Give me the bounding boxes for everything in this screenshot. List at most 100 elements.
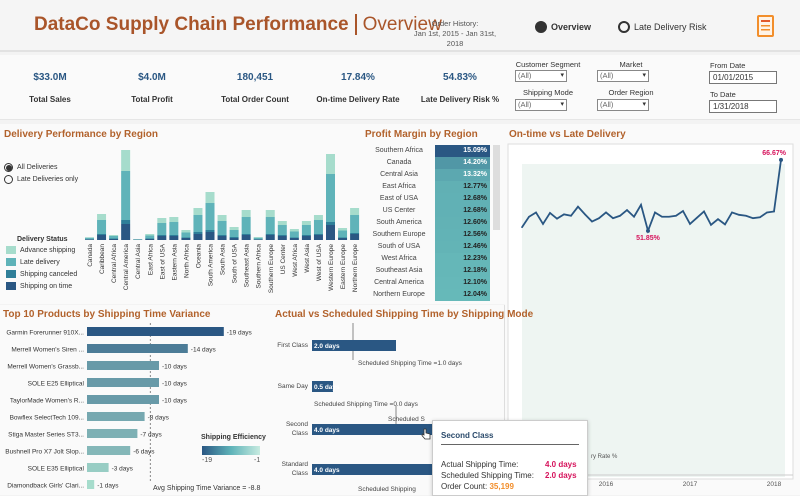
nav-overview[interactable]: Overview bbox=[535, 21, 591, 33]
bar-segment bbox=[145, 239, 154, 240]
from-date-input[interactable]: 01/01/2015 bbox=[709, 71, 777, 84]
bar-segment bbox=[254, 240, 263, 241]
kpi-ontime-rate: 17.84%On-time Delivery Rate bbox=[308, 72, 408, 104]
shipping-mode-select[interactable]: (All)▾ bbox=[515, 99, 567, 111]
region-tick-label: East Africa bbox=[147, 244, 154, 275]
bar-segment bbox=[326, 225, 335, 240]
profit-panel-title: Profit Margin by Region bbox=[365, 129, 478, 140]
data-point bbox=[556, 218, 558, 220]
bar-segment bbox=[218, 215, 227, 221]
bar-segment bbox=[109, 239, 118, 240]
title-text: DataCo Supply Chain Performance bbox=[34, 14, 349, 35]
x-tick-label: 2017 bbox=[683, 481, 698, 488]
customer-segment-select[interactable]: (All)▾ bbox=[515, 70, 567, 82]
mode-label: Same Day bbox=[278, 383, 309, 390]
variance-label: -7 days bbox=[140, 432, 162, 439]
region-tick-label: Central America bbox=[123, 244, 130, 291]
data-point bbox=[612, 217, 614, 219]
data-point bbox=[766, 212, 768, 214]
region-tick-label: Central Africa bbox=[111, 244, 118, 283]
kpi-label: On-time Delivery Rate bbox=[308, 95, 408, 104]
pdf-export-icon[interactable] bbox=[757, 15, 774, 37]
data-point bbox=[738, 214, 740, 216]
market-select[interactable]: (All)▾ bbox=[597, 70, 649, 82]
mode-label: First Class bbox=[277, 342, 308, 349]
kpi-label: Total Order Count bbox=[205, 95, 305, 104]
bar-segment bbox=[230, 238, 239, 240]
data-point bbox=[549, 212, 551, 214]
bar-segment bbox=[169, 217, 178, 222]
bar-segment bbox=[242, 217, 251, 234]
bar-segment bbox=[350, 233, 359, 234]
region-tick-label: Southern Africa bbox=[256, 244, 263, 289]
product-label: Merrell Women's Grassb... bbox=[7, 364, 84, 371]
data-point bbox=[528, 216, 530, 218]
variance-bar bbox=[87, 463, 109, 472]
bar-segment bbox=[314, 235, 323, 240]
region-name: East of USA bbox=[366, 193, 432, 205]
chevron-down-icon: ▾ bbox=[642, 100, 646, 110]
data-point bbox=[584, 214, 586, 216]
data-point bbox=[668, 216, 670, 218]
product-label: Merrell Women's Siren ... bbox=[11, 347, 84, 354]
to-date-label: To Date bbox=[710, 90, 736, 99]
profit-margin-cell: 12.18% bbox=[435, 265, 490, 277]
scrollbar[interactable] bbox=[493, 145, 500, 230]
region-tick-label: West of USA bbox=[316, 243, 323, 281]
to-date-input[interactable]: 1/31/2018 bbox=[709, 100, 777, 113]
bar-segment bbox=[326, 174, 335, 222]
nav-late-delivery-risk[interactable]: Late Delivery Risk bbox=[618, 21, 707, 33]
bar-segment bbox=[206, 192, 215, 203]
order-region-select[interactable]: (All) ▾ bbox=[597, 99, 649, 111]
region-tick-label: South America bbox=[208, 244, 215, 287]
product-label: Stiga Master Series ST3... bbox=[8, 432, 84, 439]
bar-segment bbox=[157, 235, 166, 236]
bar-segment bbox=[218, 236, 227, 240]
x-tick-label: 2016 bbox=[599, 481, 614, 488]
kpi-label: Total Profit bbox=[102, 95, 202, 104]
tooltip-value: 4.0 days bbox=[545, 460, 577, 469]
bar-segment bbox=[181, 233, 190, 238]
profit-margin-cell: 14.20% bbox=[435, 157, 490, 169]
bar-segment bbox=[230, 230, 239, 237]
profit-margin-cell: 12.68% bbox=[435, 193, 490, 205]
bar-segment bbox=[350, 208, 359, 215]
region-name: US Center bbox=[366, 205, 432, 217]
kpi-label: Total Sales bbox=[0, 95, 100, 104]
max-point bbox=[779, 158, 783, 162]
bar-segment bbox=[169, 222, 178, 235]
kpi-value: $33.0M bbox=[0, 72, 100, 83]
variance-bar bbox=[87, 412, 145, 421]
variance-bar bbox=[87, 344, 188, 353]
region-name: South America bbox=[366, 217, 432, 229]
data-point bbox=[654, 212, 656, 214]
region-tick-label: Canada bbox=[87, 244, 94, 267]
bar-segment bbox=[145, 234, 154, 236]
data-point bbox=[661, 216, 663, 218]
data-point bbox=[759, 216, 761, 218]
data-point bbox=[626, 209, 628, 211]
bar-segment bbox=[242, 210, 251, 217]
scheduled-time-label: Scheduled Shipping Time =1.0 days bbox=[358, 360, 463, 367]
bar-segment bbox=[290, 229, 299, 232]
kpi-value: 54.83% bbox=[410, 72, 510, 83]
variance-bar bbox=[87, 395, 159, 404]
bar-segment bbox=[97, 234, 106, 235]
profit-margin-cell: 15.09% bbox=[435, 145, 490, 157]
avg-variance-label: Avg Shipping Time Variance = -8.8 bbox=[153, 485, 260, 492]
bar-segment bbox=[145, 236, 154, 239]
data-point bbox=[773, 211, 775, 213]
bar-segment bbox=[181, 230, 190, 233]
select-value: (All) bbox=[600, 100, 613, 109]
bar-segment bbox=[338, 231, 347, 238]
bar-segment bbox=[266, 235, 275, 240]
data-point bbox=[598, 217, 600, 219]
tooltip-value: 2.0 days bbox=[545, 471, 577, 480]
variance-bar bbox=[87, 480, 94, 489]
tooltip-row-scheduled: Scheduled Shipping Time:2.0 days bbox=[441, 470, 577, 481]
bar-segment bbox=[350, 215, 359, 233]
